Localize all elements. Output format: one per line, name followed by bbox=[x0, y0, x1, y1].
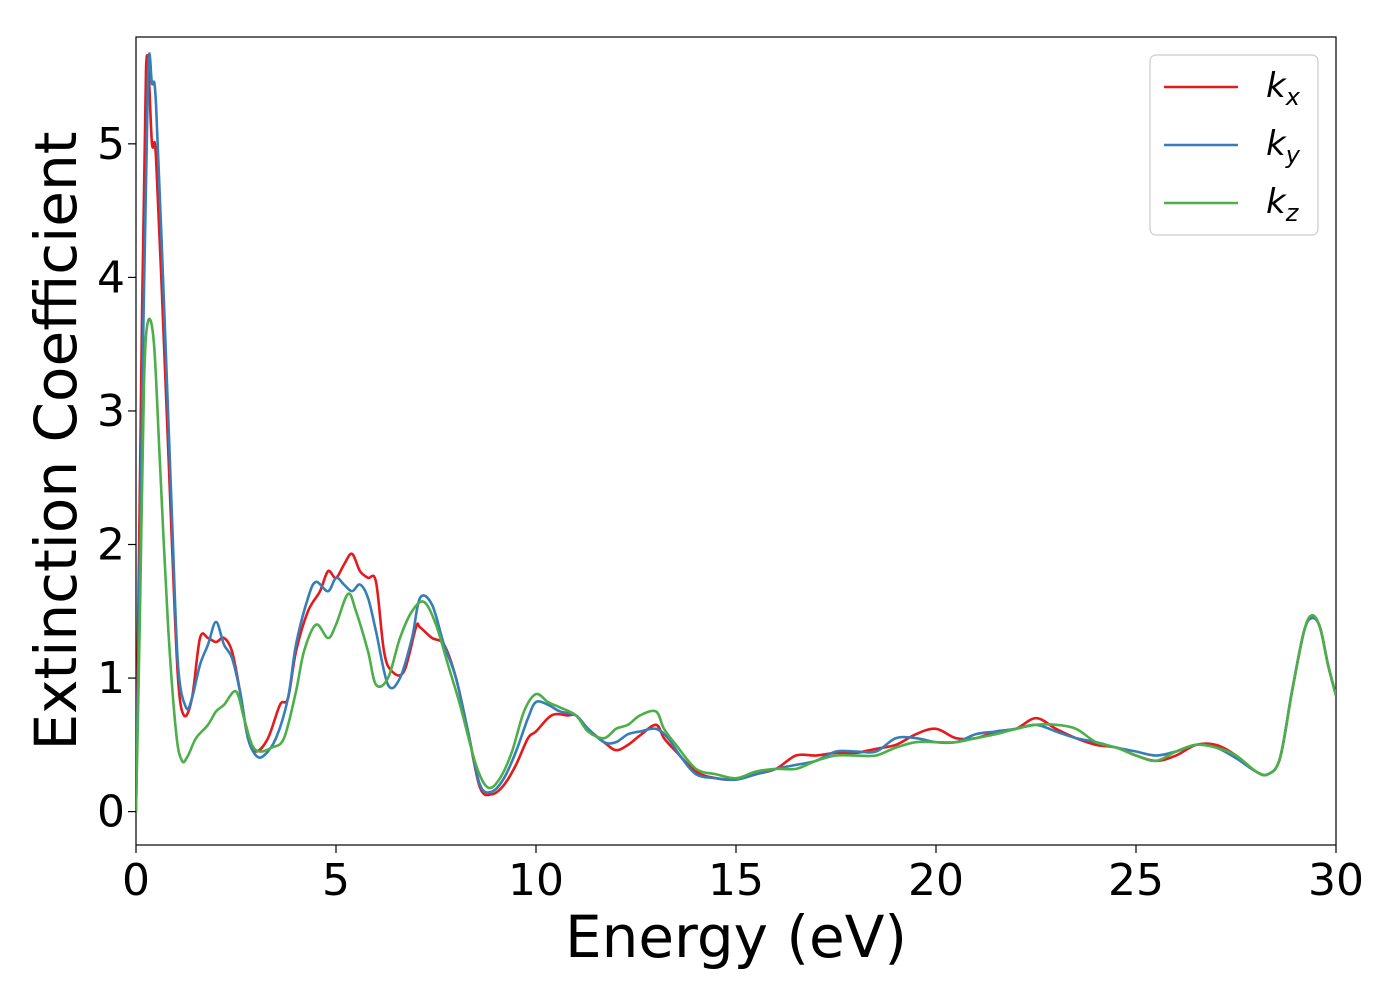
y-axis-title: Extinction Coefficient bbox=[22, 132, 90, 751]
series-line-x bbox=[136, 54, 1336, 812]
legend: kx ky kz bbox=[1149, 54, 1319, 236]
y-tick-label: 3 bbox=[97, 386, 125, 437]
x-tick-label: 20 bbox=[908, 855, 964, 906]
x-tick-label: 25 bbox=[1108, 855, 1164, 906]
series-line-z bbox=[136, 317, 1336, 812]
x-tick-label: 5 bbox=[322, 855, 350, 906]
plot-area bbox=[135, 36, 1337, 846]
x-axis-title: Energy (eV) bbox=[565, 903, 907, 971]
y-tick-label: 4 bbox=[97, 252, 125, 303]
x-tick-label: 10 bbox=[508, 855, 564, 906]
x-tick-label: 0 bbox=[122, 855, 150, 906]
legend-label-x: kx bbox=[1266, 66, 1301, 111]
y-tick-label: 2 bbox=[97, 520, 125, 571]
y-tick-label: 1 bbox=[97, 653, 125, 704]
x-tick-label: 15 bbox=[708, 855, 764, 906]
legend-label-z: kz bbox=[1266, 182, 1300, 227]
y-tick-label: 5 bbox=[97, 119, 125, 170]
x-tick-label: 30 bbox=[1308, 855, 1364, 906]
legend-label-y: ky bbox=[1266, 124, 1301, 169]
y-tick-label: 0 bbox=[97, 787, 125, 838]
